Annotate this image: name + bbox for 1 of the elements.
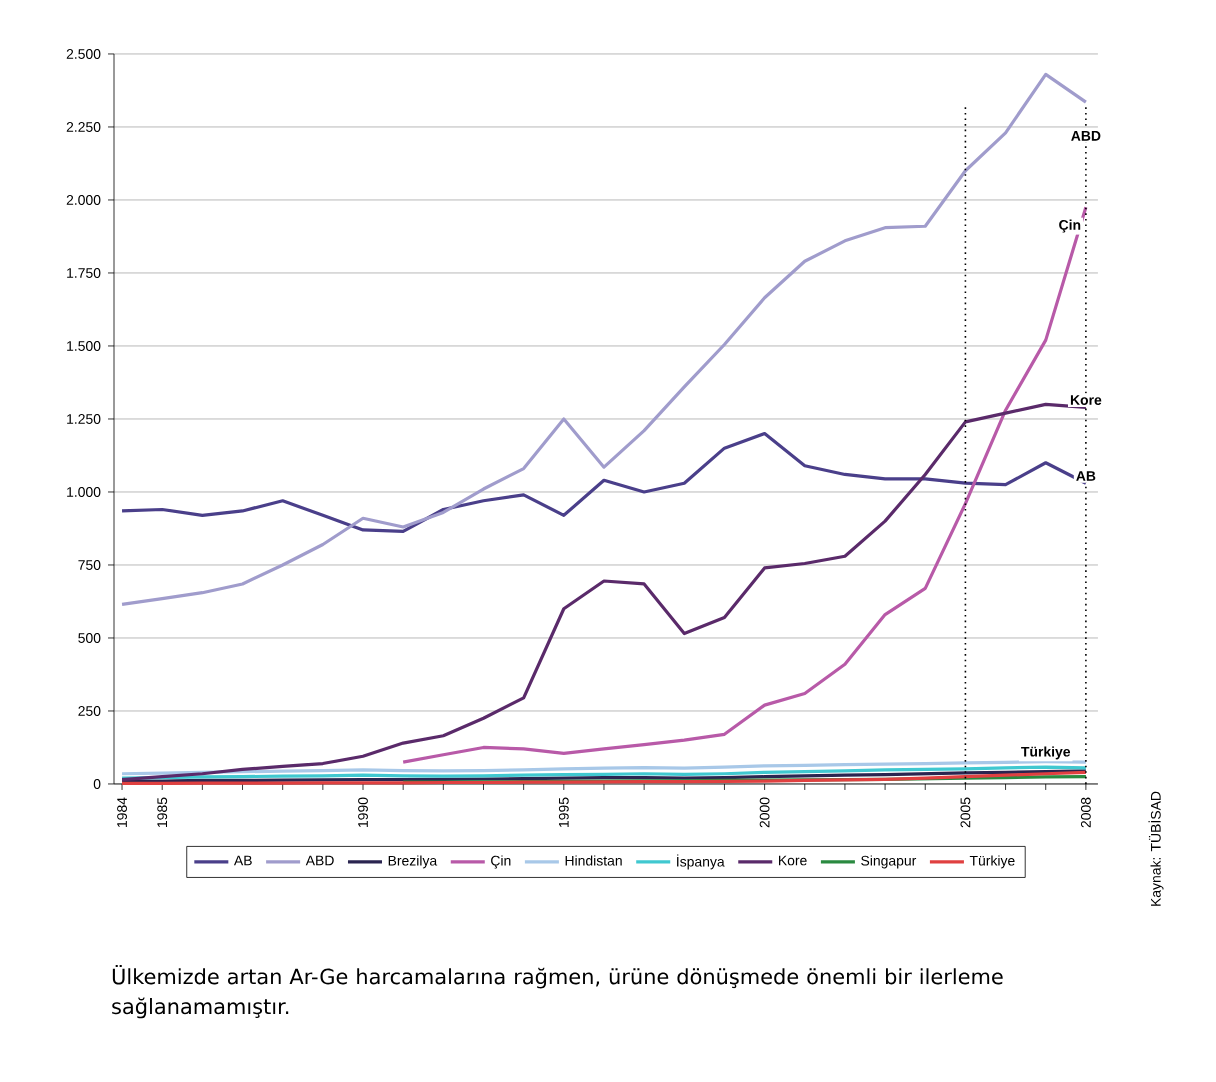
text: Ülkemizde artan Ar-Ge harcamalarına rağmen, ürüne dönüşmede önemli bir ilerleme sağlanamamıştır. bbox=[112, 965, 1003, 1019]
